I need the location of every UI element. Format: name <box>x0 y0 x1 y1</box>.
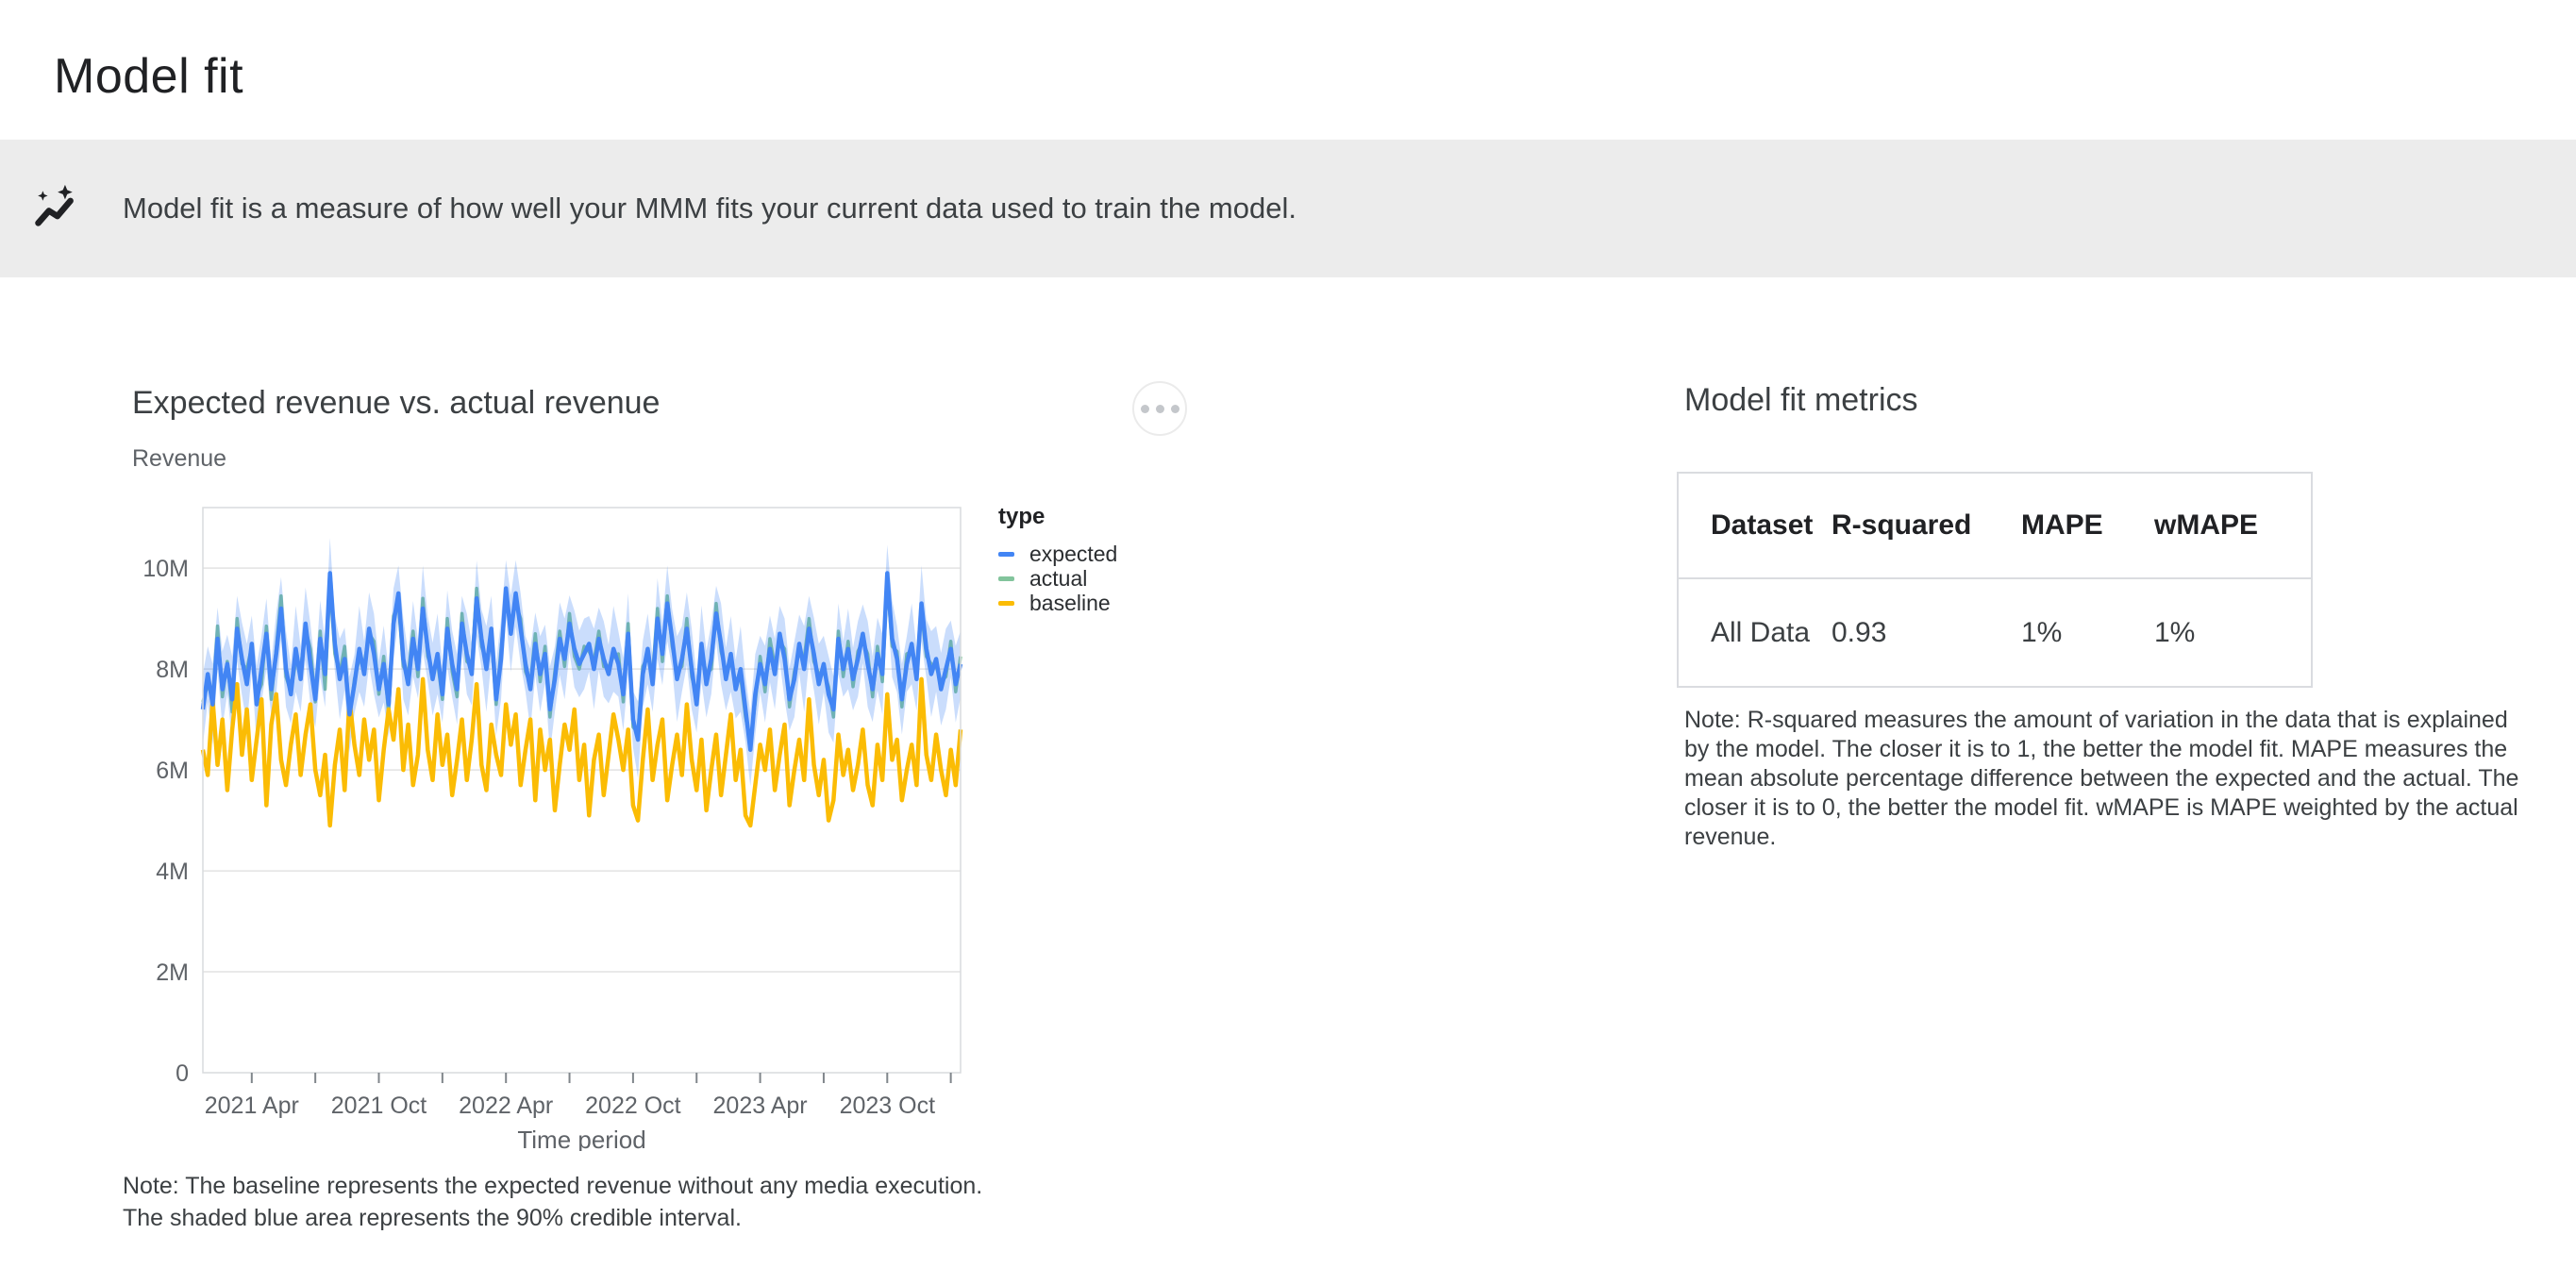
chart-legend: type expected actual baseline <box>998 504 1117 615</box>
x-tick-label: 2023 Oct <box>840 1093 936 1119</box>
metrics-note: Note: R-squared measures the amount of v… <box>1684 707 2519 850</box>
expected-vs-actual-revenue-chart: 0 2M 4M 6M 8M 10M 2021 Apr 2021 Oct 2022 Apr 2022… <box>142 507 963 1151</box>
legend-item-actual: actual <box>998 566 1117 591</box>
expected-line-swatch <box>998 551 1014 557</box>
metrics-title: Model fit metrics <box>1684 382 1918 418</box>
y-tick-label: 8M <box>156 657 189 683</box>
y-tick-label: 0 <box>176 1060 189 1087</box>
model-fit-sparkline-icon <box>35 184 74 226</box>
y-tick-label: 2M <box>156 959 189 986</box>
legend-title: type <box>998 504 1045 529</box>
plot-border <box>202 507 962 1074</box>
expected-line <box>200 571 963 752</box>
header-cell-wmape: wMAPE <box>2154 509 2259 541</box>
y-tick-label: 6M <box>156 758 189 784</box>
legend-label: actual <box>1029 565 1088 591</box>
legend-item-expected: expected <box>998 542 1117 566</box>
chart-y-axis-title: Revenue <box>132 445 227 472</box>
cell-dataset: All Data <box>1678 577 1832 687</box>
y-tick-label: 10M <box>142 556 189 582</box>
y-tick-label: 4M <box>156 859 189 885</box>
legend-item-baseline: baseline <box>998 591 1117 615</box>
banner-text: Model fit is a measure of how well your … <box>123 192 1296 225</box>
ellipsis-icon <box>1140 404 1149 413</box>
x-tick-label: 2021 Oct <box>331 1093 427 1119</box>
cell-r-squared: 0.93 <box>1832 577 2021 687</box>
x-tick-label: 2022 Oct <box>585 1093 681 1119</box>
ellipsis-icon <box>1155 404 1164 413</box>
baseline-line <box>200 676 963 828</box>
metrics-table-header-row: Dataset R-squared MAPE wMAPE <box>1678 473 2312 578</box>
chart-note-line2: The shaded blue area represents the 90% … <box>123 1205 742 1231</box>
x-tick-label: 2022 Apr <box>459 1093 553 1119</box>
legend-label: baseline <box>1029 590 1111 615</box>
cell-wmape: 1% <box>2154 577 2312 687</box>
chart-note: Note: The baseline represents the expect… <box>123 1170 982 1234</box>
x-tick-label: 2023 Apr <box>713 1093 808 1119</box>
x-axis-title: Time period <box>517 1126 645 1151</box>
header-cell-r-squared: R-squared <box>1832 509 1972 541</box>
x-tick-label: 2021 Apr <box>205 1093 299 1119</box>
page-title: Model fit <box>54 48 244 104</box>
chart-note-line1: Note: The baseline represents the expect… <box>123 1173 983 1199</box>
header-cell-mape: MAPE <box>2021 509 2103 541</box>
model-fit-metrics-table: Dataset R-squared MAPE wMAPE All Data 0.… <box>1677 472 2313 688</box>
metrics-table-row-all-data: All Data 0.93 1% 1% <box>1678 577 2312 687</box>
info-banner: Model fit is a measure of how well your … <box>0 140 2576 277</box>
chart-title: Expected revenue vs. actual revenue <box>132 385 661 421</box>
actual-line-swatch <box>998 576 1014 581</box>
ellipsis-icon <box>1170 404 1179 413</box>
legend-label: expected <box>1029 541 1118 566</box>
cell-mape: 1% <box>2021 577 2154 687</box>
baseline-line-swatch <box>998 600 1014 606</box>
chart-more-options-button[interactable] <box>1132 381 1187 436</box>
header-cell-dataset: Dataset <box>1711 509 1814 541</box>
